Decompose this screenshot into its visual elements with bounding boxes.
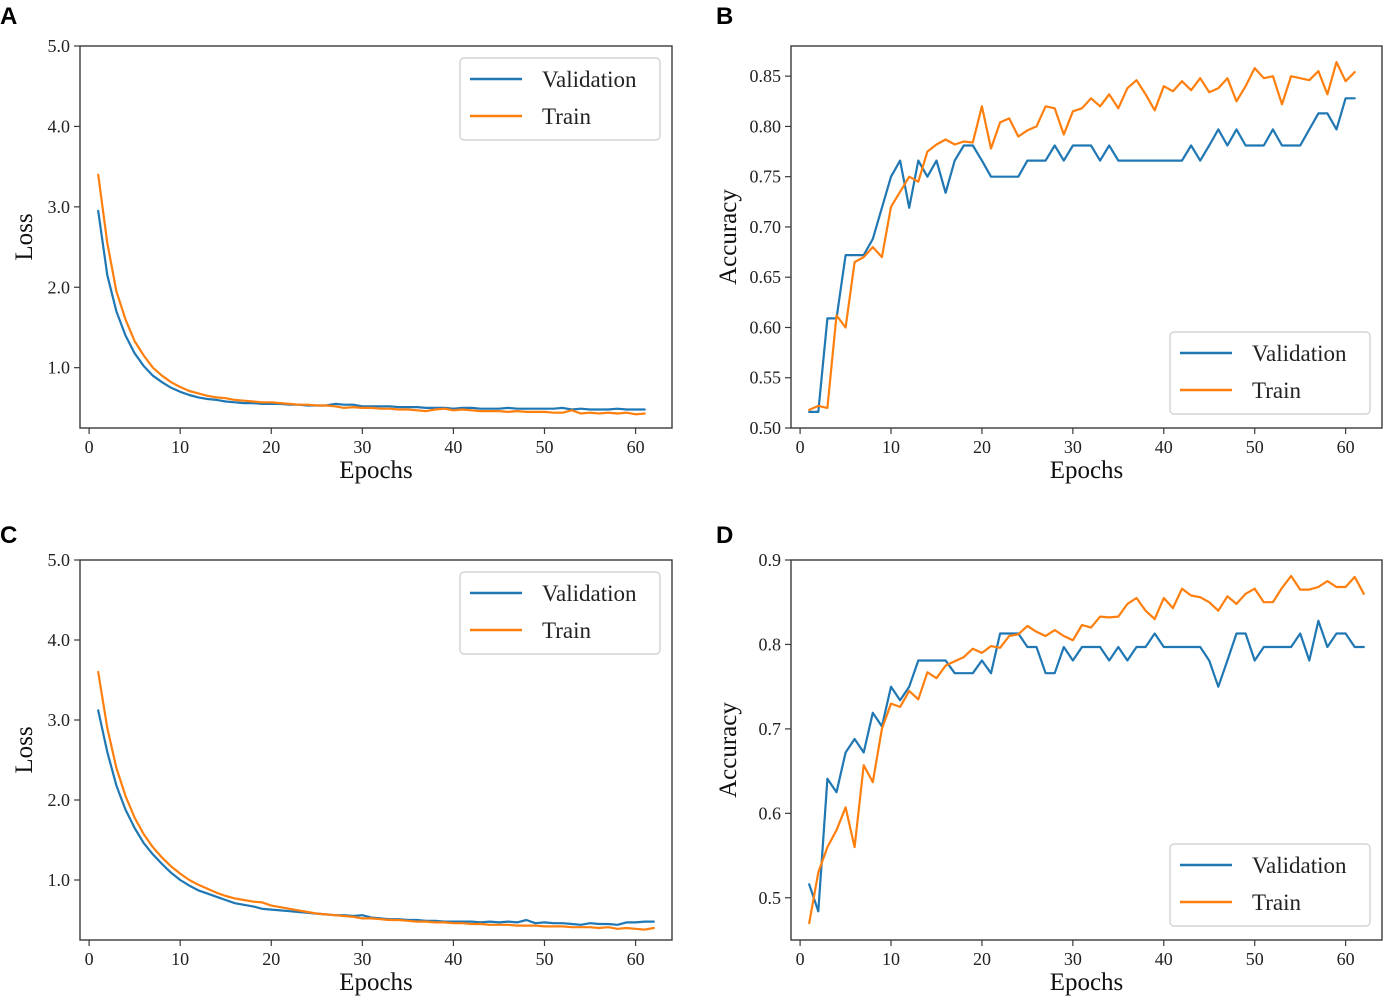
- panel-a-x-tick-label: 30: [353, 437, 371, 457]
- panel-d-y-tick-label: 0.9: [759, 550, 782, 570]
- panel-a: A 0 10 20 30 40 50 60 1.0 2.0 3.0 4.0 5.0 Epochs Loss V…: [0, 3, 673, 484]
- panel-c-y-tick-label: 5.0: [48, 550, 71, 570]
- panel-d-x-tick-label: 50: [1246, 949, 1264, 969]
- panel-d-x-tick-label: 20: [973, 949, 991, 969]
- panel-d-series-validation-line: [808, 619, 1365, 913]
- panel-c-x-tick-label: 0: [85, 949, 94, 969]
- panel-b-legend-validation-label: Validation: [1252, 341, 1347, 366]
- panel-c-x-tick-label: 10: [171, 949, 189, 969]
- panel-a-legend-train-label: Train: [542, 104, 591, 129]
- panel-d-x-tick-label: 30: [1064, 949, 1082, 969]
- panel-d-legend-train-label: Train: [1252, 890, 1301, 915]
- panel-b-x-tick-label: 0: [796, 437, 805, 457]
- panel-a-x-tick-label: 10: [171, 437, 189, 457]
- panel-c-y-tick-label: 2.0: [48, 790, 71, 810]
- panel-a-y-tick-label: 2.0: [48, 277, 71, 297]
- panel-c-x-tick-label: 30: [353, 949, 371, 969]
- panel-a-x-tick-label: 20: [262, 437, 280, 457]
- panel-b-x-tick-label: 40: [1155, 437, 1173, 457]
- panel-d-x-axis-title: Epochs: [1050, 969, 1124, 996]
- panel-a-series-validation-line: [97, 209, 646, 411]
- panel-b-y-tick-label: 0.80: [750, 116, 782, 136]
- panel-a-x-axis-title: Epochs: [339, 457, 413, 484]
- panel-b-x-tick-label: 50: [1246, 437, 1264, 457]
- panel-a-plot-frame: [79, 45, 673, 429]
- panel-d-y-axis-title: Accuracy: [715, 702, 742, 798]
- panel-a-letter: A: [0, 3, 17, 30]
- panel-b-y-tick-label: 0.70: [750, 217, 782, 237]
- panel-a-y-tick-label: 1.0: [48, 358, 71, 378]
- panel-d-y-tick-label: 0.7: [759, 719, 782, 739]
- panel-a-y-axis-title: Loss: [11, 213, 38, 260]
- panel-c: C 0 10 20 30 40 50 60 1.0 2.0 3.0 4.0 5.0 Epochs Loss V…: [0, 522, 673, 996]
- panel-b-x-tick-label: 20: [973, 437, 991, 457]
- panel-c-letter: C: [0, 522, 17, 549]
- panel-b-legend-train-label: Train: [1252, 378, 1301, 403]
- panel-b-x-tick-label: 60: [1337, 437, 1355, 457]
- panel-d-plot-frame: [790, 559, 1383, 941]
- panel-b-y-tick-label: 0.50: [750, 418, 782, 438]
- panel-c-legend: Validation Train: [459, 571, 661, 655]
- panel-b-y-tick-label: 0.60: [750, 317, 782, 337]
- panel-b-plot-frame: [790, 45, 1383, 429]
- panel-d: D 0 10 20 30 40 50 60 0.5 0.6 0.7 0.8 0.9 Epochs Accur…: [715, 522, 1383, 996]
- panel-a-x-tick-label: 60: [627, 437, 645, 457]
- panel-b-y-tick-label: 0.75: [750, 167, 782, 187]
- panel-d-x-tick-label: 0: [796, 949, 805, 969]
- panel-b-y-tick-label: 0.85: [750, 66, 782, 86]
- panel-a-y-tick-label: 5.0: [48, 36, 71, 56]
- panel-d-series-train-line: [808, 574, 1365, 925]
- panel-b-x-axis-title: Epochs: [1050, 457, 1124, 484]
- panel-d-y-tick-label: 0.6: [759, 803, 782, 823]
- panel-d-y-tick-label: 0.8: [759, 634, 782, 654]
- panel-c-y-tick-label: 1.0: [48, 870, 71, 890]
- panel-a-y-tick-label: 4.0: [48, 116, 71, 136]
- panel-a-legend-validation-label: Validation: [542, 67, 637, 92]
- panel-c-x-tick-label: 50: [535, 949, 553, 969]
- panel-a-legend: Validation Train: [459, 57, 661, 141]
- panel-c-plot-frame: [79, 559, 673, 941]
- panel-b-letter: B: [716, 3, 733, 30]
- panel-c-y-tick-label: 3.0: [48, 710, 71, 730]
- panel-d-letter: D: [716, 522, 733, 549]
- panel-a-series-train-line: [97, 173, 646, 416]
- panel-d-legend-validation-label: Validation: [1252, 853, 1347, 878]
- panel-c-x-tick-label: 40: [444, 949, 462, 969]
- panel-b-y-tick-label: 0.55: [750, 368, 782, 388]
- panel-c-x-tick-label: 20: [262, 949, 280, 969]
- panel-b-x-tick-label: 30: [1064, 437, 1082, 457]
- panel-c-series-train-line: [97, 670, 655, 931]
- panel-d-x-tick-label: 40: [1155, 949, 1173, 969]
- panel-b-legend: Validation Train: [1169, 331, 1371, 415]
- panel-b-y-tick-label: 0.65: [750, 267, 782, 287]
- panel-b-y-axis-title: Accuracy: [715, 189, 742, 285]
- panel-b-series-train-line: [808, 60, 1356, 411]
- panel-a-x-tick-label: 0: [85, 437, 94, 457]
- panel-d-x-tick-label: 10: [882, 949, 900, 969]
- panel-c-legend-train-label: Train: [542, 618, 591, 643]
- panel-c-legend-validation-label: Validation: [542, 581, 637, 606]
- panel-b-x-tick-label: 10: [882, 437, 900, 457]
- panel-d-legend: Validation Train: [1169, 843, 1371, 927]
- panel-d-x-tick-label: 60: [1337, 949, 1355, 969]
- panel-a-x-tick-label: 40: [444, 437, 462, 457]
- panel-b: B 0 10 20 30 40 50 60 0.50 0.55 0.60 0.65 0.70 0.75 0.…: [715, 3, 1383, 484]
- panel-c-y-tick-label: 4.0: [48, 630, 71, 650]
- panel-c-x-axis-title: Epochs: [339, 969, 413, 996]
- panel-c-y-axis-title: Loss: [11, 726, 38, 773]
- panel-c-series-validation-line: [97, 709, 655, 926]
- panel-a-y-tick-label: 3.0: [48, 197, 71, 217]
- panel-d-y-tick-label: 0.5: [759, 888, 782, 908]
- panel-a-x-tick-label: 50: [535, 437, 553, 457]
- panel-b-series-validation-line: [808, 97, 1356, 413]
- panel-c-x-tick-label: 60: [627, 949, 645, 969]
